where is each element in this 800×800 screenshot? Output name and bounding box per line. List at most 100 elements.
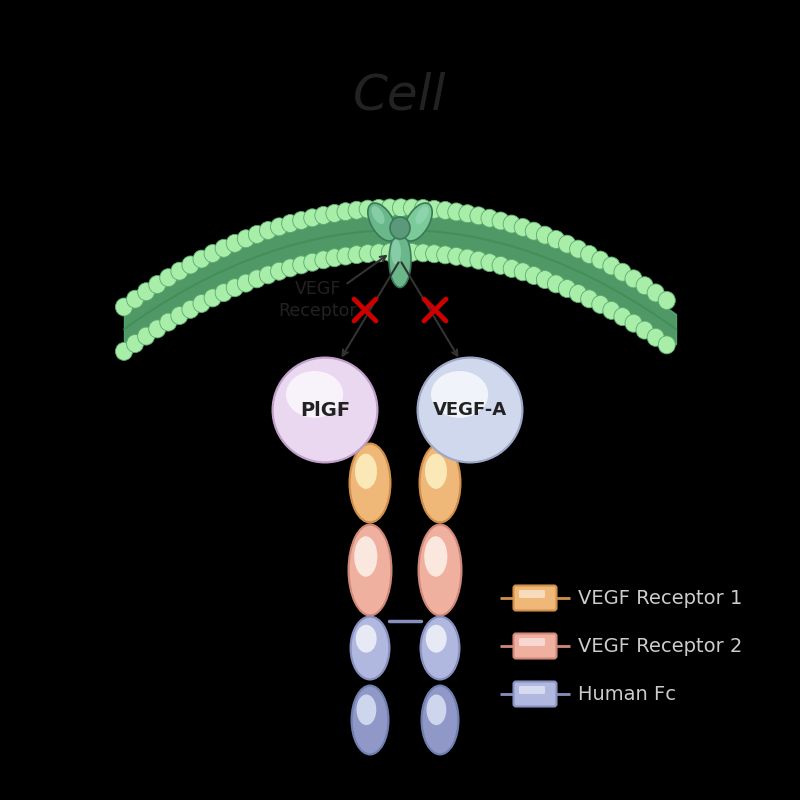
Ellipse shape	[614, 263, 631, 282]
Ellipse shape	[315, 251, 332, 269]
Ellipse shape	[349, 442, 391, 523]
Ellipse shape	[238, 230, 254, 248]
FancyBboxPatch shape	[519, 590, 545, 598]
Ellipse shape	[415, 206, 429, 224]
Ellipse shape	[215, 239, 232, 258]
Ellipse shape	[356, 625, 377, 653]
FancyBboxPatch shape	[514, 586, 557, 610]
Ellipse shape	[149, 320, 166, 338]
Ellipse shape	[352, 686, 388, 754]
Ellipse shape	[348, 202, 365, 219]
Ellipse shape	[115, 342, 133, 360]
Ellipse shape	[382, 199, 398, 217]
Ellipse shape	[592, 251, 609, 269]
Ellipse shape	[570, 285, 586, 302]
Ellipse shape	[368, 203, 396, 241]
Ellipse shape	[414, 199, 432, 218]
Ellipse shape	[636, 321, 653, 339]
Ellipse shape	[614, 308, 631, 326]
Ellipse shape	[421, 617, 459, 679]
Ellipse shape	[182, 256, 199, 274]
Ellipse shape	[426, 245, 442, 262]
Ellipse shape	[149, 275, 166, 294]
Ellipse shape	[492, 212, 509, 230]
Ellipse shape	[248, 226, 266, 243]
Ellipse shape	[259, 266, 277, 284]
Ellipse shape	[470, 207, 487, 225]
Ellipse shape	[351, 617, 389, 679]
Ellipse shape	[647, 284, 664, 302]
Ellipse shape	[424, 536, 447, 577]
Ellipse shape	[359, 200, 376, 218]
Ellipse shape	[431, 371, 488, 418]
Ellipse shape	[625, 270, 642, 288]
Ellipse shape	[558, 235, 576, 253]
Ellipse shape	[536, 226, 554, 244]
Ellipse shape	[418, 523, 462, 617]
Ellipse shape	[514, 263, 531, 281]
Ellipse shape	[382, 243, 398, 262]
Ellipse shape	[270, 218, 288, 236]
Ellipse shape	[470, 251, 487, 270]
Text: Cell: Cell	[354, 71, 446, 119]
Ellipse shape	[625, 314, 642, 332]
Ellipse shape	[359, 245, 376, 262]
Ellipse shape	[526, 222, 542, 240]
Ellipse shape	[603, 302, 620, 319]
Ellipse shape	[160, 313, 177, 331]
Ellipse shape	[337, 247, 354, 265]
Ellipse shape	[547, 230, 565, 249]
Ellipse shape	[636, 277, 653, 294]
Ellipse shape	[404, 203, 432, 241]
Ellipse shape	[437, 202, 454, 219]
Ellipse shape	[171, 306, 188, 325]
Ellipse shape	[182, 300, 199, 318]
Ellipse shape	[592, 295, 609, 314]
Ellipse shape	[348, 246, 365, 264]
Ellipse shape	[304, 254, 321, 271]
Ellipse shape	[273, 358, 377, 462]
Ellipse shape	[270, 262, 288, 280]
Ellipse shape	[481, 210, 498, 227]
Ellipse shape	[271, 357, 378, 463]
Ellipse shape	[558, 279, 576, 298]
Ellipse shape	[392, 243, 410, 262]
FancyBboxPatch shape	[519, 638, 545, 646]
Ellipse shape	[370, 199, 387, 218]
Ellipse shape	[422, 686, 458, 754]
Ellipse shape	[481, 254, 498, 272]
Ellipse shape	[282, 259, 298, 277]
Ellipse shape	[426, 625, 446, 653]
Ellipse shape	[647, 328, 664, 346]
Ellipse shape	[126, 334, 144, 353]
Ellipse shape	[259, 222, 277, 239]
Ellipse shape	[350, 615, 390, 681]
Ellipse shape	[193, 250, 210, 268]
Ellipse shape	[315, 206, 332, 225]
Text: Human Fc: Human Fc	[578, 685, 676, 703]
Ellipse shape	[526, 266, 542, 285]
Ellipse shape	[421, 685, 459, 755]
Ellipse shape	[138, 327, 154, 345]
Ellipse shape	[418, 442, 462, 523]
Ellipse shape	[658, 291, 675, 310]
Ellipse shape	[286, 371, 343, 418]
Ellipse shape	[492, 256, 509, 274]
Ellipse shape	[215, 284, 232, 302]
Ellipse shape	[337, 202, 354, 221]
Ellipse shape	[403, 199, 421, 217]
Ellipse shape	[391, 239, 401, 265]
Ellipse shape	[354, 536, 378, 577]
Ellipse shape	[347, 523, 393, 617]
Ellipse shape	[503, 215, 520, 233]
Ellipse shape	[282, 214, 298, 233]
Text: VEGF Receptor 1: VEGF Receptor 1	[578, 589, 742, 607]
Ellipse shape	[419, 615, 461, 681]
Ellipse shape	[414, 244, 432, 262]
Ellipse shape	[238, 274, 254, 292]
Ellipse shape	[570, 240, 586, 258]
Ellipse shape	[248, 270, 266, 288]
Ellipse shape	[226, 278, 243, 297]
Ellipse shape	[459, 249, 476, 267]
Ellipse shape	[403, 243, 421, 262]
